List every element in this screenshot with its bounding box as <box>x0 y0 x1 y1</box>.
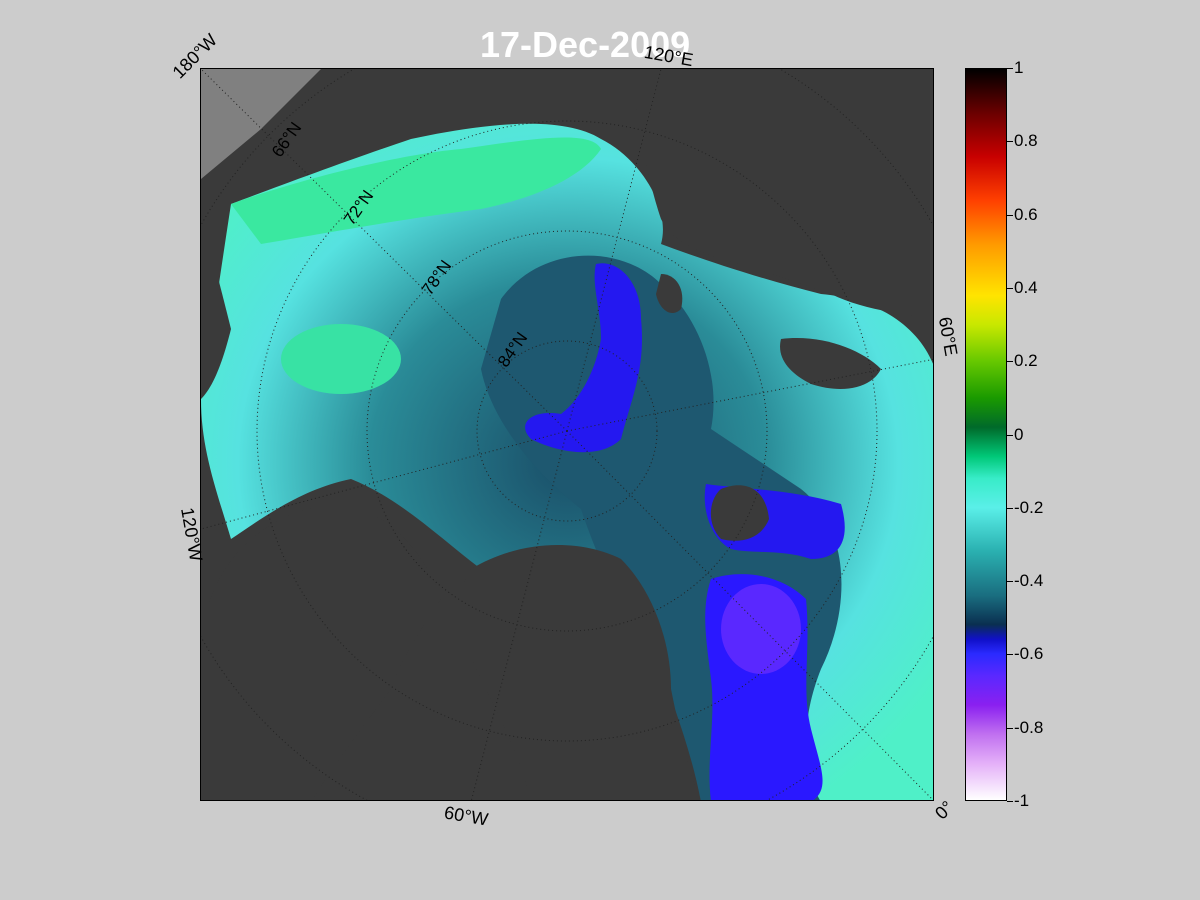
colorbar-tick-mark <box>1007 141 1013 143</box>
land-alaska <box>201 219 231 399</box>
colorbar-tick-mark <box>1007 434 1013 436</box>
date-title: 17-Dec-2009 <box>480 24 691 65</box>
colorbar-tick-label: 0.4 <box>1014 277 1038 297</box>
land-svalbard <box>710 485 769 541</box>
outside-projection <box>201 69 321 179</box>
colorbar-tick-mark <box>1007 801 1013 802</box>
colorbar-tick-label: 0.6 <box>1014 204 1038 224</box>
colorbar-tick-label: -1 <box>1014 791 1030 810</box>
land-novaya-zemlya <box>780 338 881 389</box>
colorbar-tick-label: 0.8 <box>1014 131 1038 151</box>
land-severnaya-zemlya <box>656 274 683 314</box>
land-greenland <box>460 545 701 800</box>
colorbar-tick-mark <box>1007 361 1013 363</box>
graticule <box>201 69 933 800</box>
lon-label-60e: 60°E <box>934 315 962 358</box>
colorbar-tick-label: -0.4 <box>1014 571 1044 591</box>
colorbar-tick-label: -0.8 <box>1014 717 1044 737</box>
colorbar-tick-mark <box>1007 507 1013 509</box>
colorbar-tick-mark <box>1007 581 1013 583</box>
positive-anomaly-siberian <box>231 137 601 244</box>
land-siberia <box>631 69 933 319</box>
lon-label-0: 0° <box>931 796 958 824</box>
strong-negative-lomonosov <box>525 263 642 453</box>
map-panel <box>200 68 934 801</box>
colorbar-tick-label: -0.6 <box>1014 644 1044 664</box>
colorbar-tick-mark <box>1007 68 1013 69</box>
colorbar-tick-mark <box>1007 214 1013 216</box>
colorbar-tick-mark <box>1007 727 1013 729</box>
lon-label-60w: 60°W <box>442 802 490 830</box>
colorbar-tick-mark <box>1007 654 1013 656</box>
colorbar-tick-label: -0.2 <box>1014 497 1044 517</box>
strong-negative-core <box>721 584 801 674</box>
land-canadian-archipelago <box>201 506 441 800</box>
polar-map <box>201 69 933 800</box>
colorbar-tick-mark <box>1007 287 1013 289</box>
colorbar-tick-label: 0 <box>1014 424 1024 444</box>
colorbar <box>965 68 1007 801</box>
colorbar-tick-label: 0.2 <box>1014 351 1038 371</box>
positive-anomaly-beaufort <box>281 324 401 394</box>
colorbar-tick-label: 1 <box>1014 58 1024 77</box>
